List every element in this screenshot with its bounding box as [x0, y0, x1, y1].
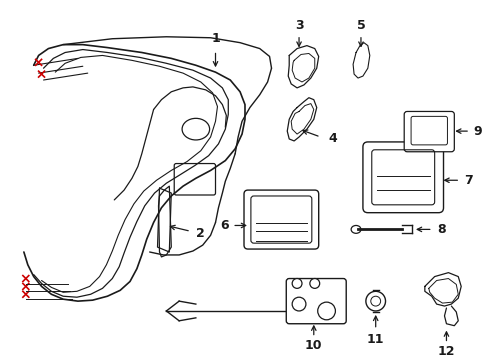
Text: 4: 4	[327, 132, 336, 145]
Text: 11: 11	[366, 333, 384, 346]
Text: 6: 6	[220, 219, 228, 232]
Text: 3: 3	[294, 19, 303, 32]
Circle shape	[291, 279, 302, 288]
FancyBboxPatch shape	[362, 142, 443, 213]
Ellipse shape	[350, 225, 360, 233]
Text: 12: 12	[437, 345, 454, 358]
Text: 8: 8	[436, 223, 445, 236]
FancyBboxPatch shape	[244, 190, 318, 249]
Text: 5: 5	[356, 19, 365, 32]
Circle shape	[309, 279, 319, 288]
Text: 1: 1	[211, 32, 220, 45]
FancyBboxPatch shape	[285, 279, 346, 324]
Text: 10: 10	[305, 339, 322, 352]
Text: 2: 2	[196, 227, 205, 240]
FancyBboxPatch shape	[404, 112, 453, 152]
Text: 9: 9	[473, 125, 481, 138]
Text: 7: 7	[463, 174, 471, 187]
